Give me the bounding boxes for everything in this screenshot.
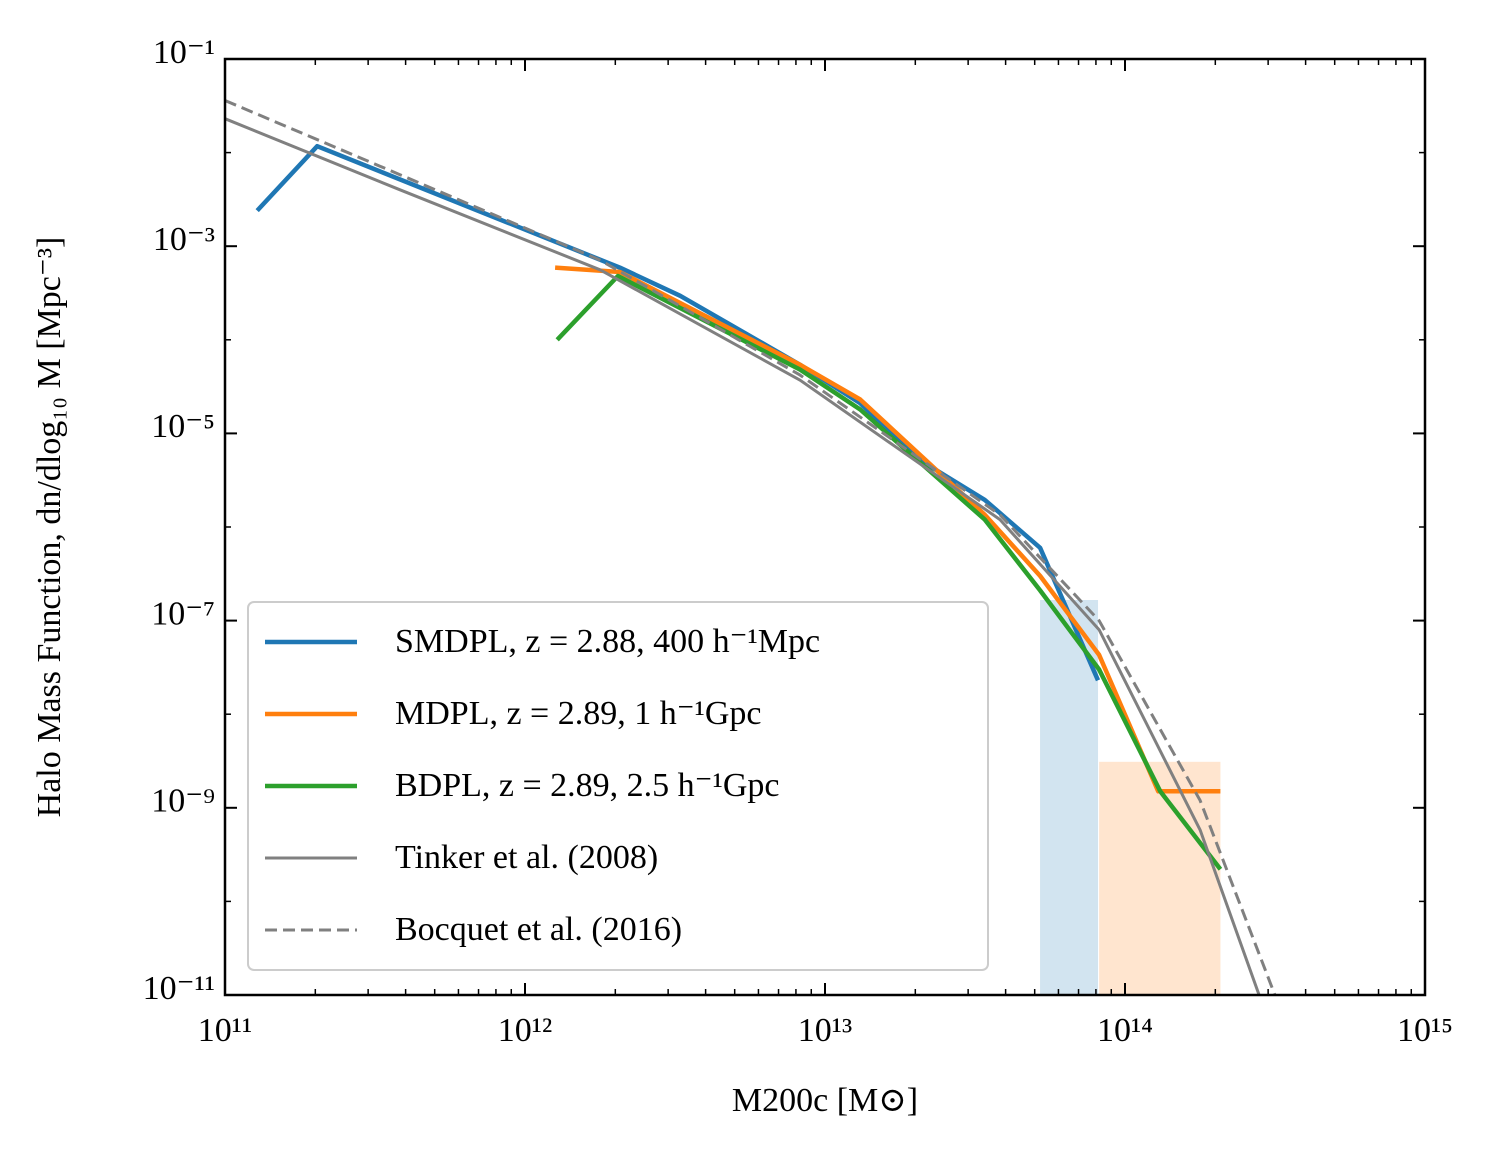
legend-label: Tinker et al. (2008) xyxy=(395,839,658,876)
legend: SMDPL, z = 2.88, 400 h⁻¹Mpc MDPL, z = 2.8… xyxy=(247,601,989,971)
legend-label: MDPL, z = 2.89, 1 h⁻¹Gpc xyxy=(395,695,762,732)
series-line xyxy=(225,99,1277,995)
x-axis-label: M200c [M⊙] xyxy=(732,1082,918,1119)
y-tick-label: 10⁻³ xyxy=(153,221,215,258)
y-tick-label: 10⁻⁹ xyxy=(151,783,215,820)
y-tick-label: 10⁻⁷ xyxy=(151,595,215,632)
x-tick-label: 10¹³ xyxy=(798,1012,852,1049)
lines xyxy=(225,99,1277,995)
legend-label: Bocquet et al. (2016) xyxy=(395,911,682,948)
series-line xyxy=(225,117,1261,995)
axes: 10¹¹ 10¹² 10¹³ 10¹⁴ 10¹⁵ 10⁻¹¹ 10⁻⁹ 10⁻⁷ 10⁻⁵ 10⁻… xyxy=(143,34,1453,1049)
error-band xyxy=(1099,761,1221,995)
legend-label: BDPL, z = 2.89, 2.5 h⁻¹Gpc xyxy=(395,767,779,804)
y-tick-label: 10⁻¹¹ xyxy=(143,970,215,1007)
series-line xyxy=(555,273,1223,871)
error-band xyxy=(1040,599,1099,995)
x-tick-label: 10¹¹ xyxy=(198,1012,252,1049)
x-tick-label: 10¹² xyxy=(498,1012,552,1049)
x-tick-label: 10¹⁵ xyxy=(1397,1012,1453,1049)
y-tick-label: 10⁻¹ xyxy=(153,34,215,71)
legend-label: SMDPL, z = 2.88, 400 h⁻¹Mpc xyxy=(395,623,820,660)
bands xyxy=(1040,599,1221,995)
y-tick-label: 10⁻⁵ xyxy=(151,408,215,445)
y-axis-label: Halo Mass Function, dn/dlog₁₀ M [Mpc⁻³] xyxy=(31,237,68,818)
legend-box xyxy=(247,601,989,971)
series-line xyxy=(255,143,1101,682)
x-tick-label: 10¹⁴ xyxy=(1097,1012,1153,1049)
